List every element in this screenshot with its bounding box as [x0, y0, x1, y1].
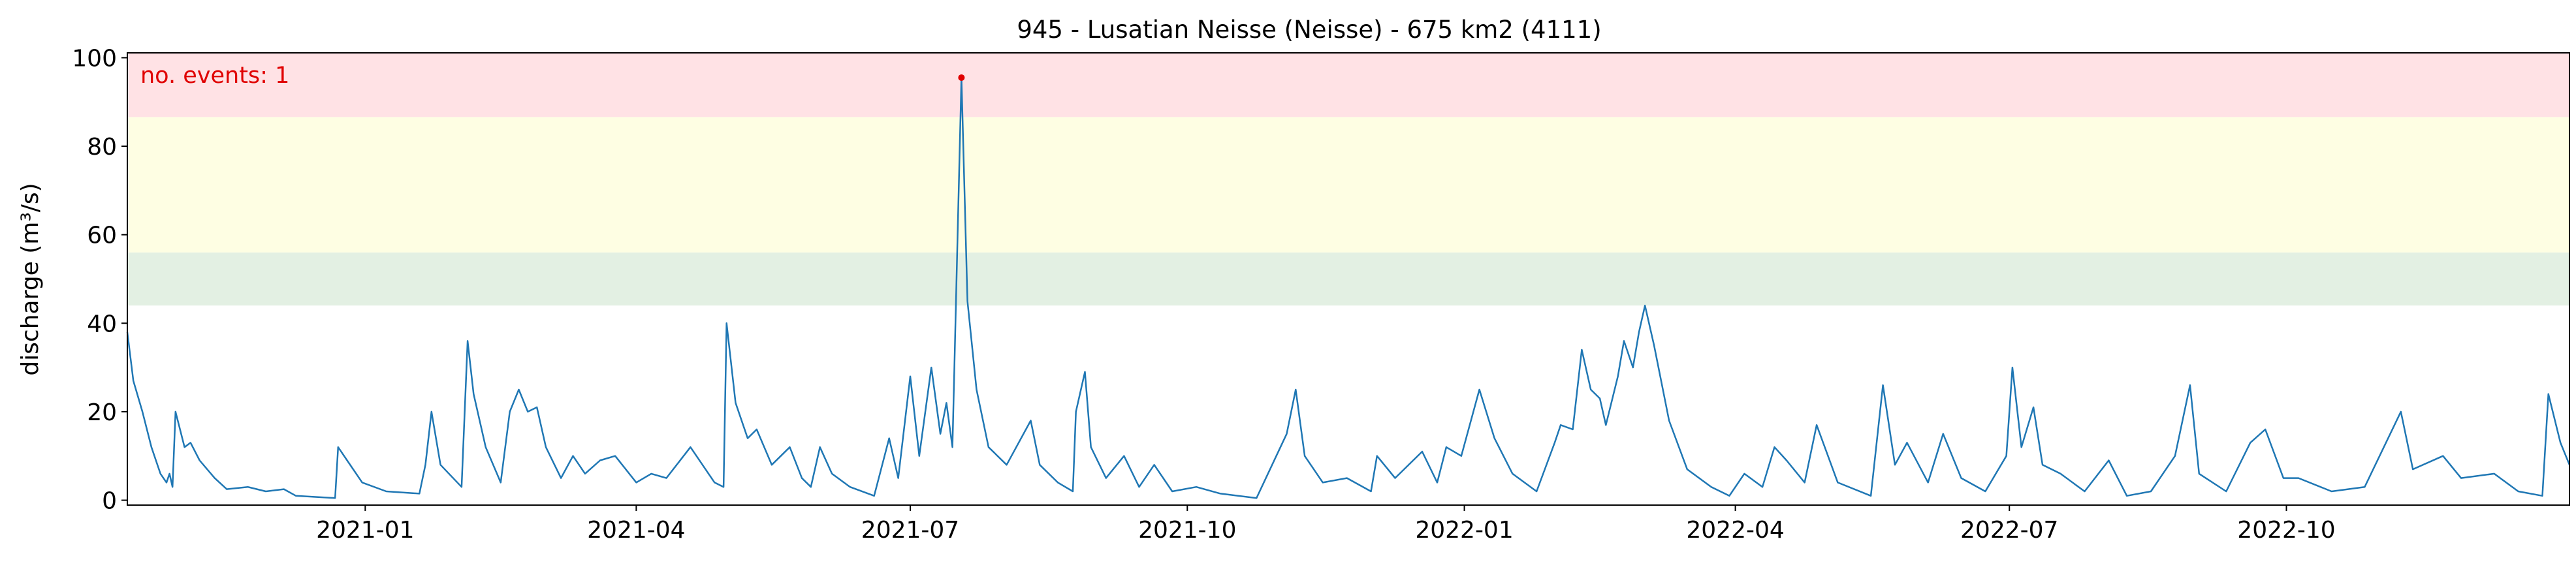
event-count: no. events: 1	[140, 63, 289, 89]
x-tick-label: 2021-04	[587, 517, 685, 544]
x-tick-label: 2021-07	[861, 517, 959, 544]
x-tick-label: 2022-07	[1960, 517, 2058, 544]
threshold-band	[127, 117, 2569, 253]
y-tick-label: 100	[72, 45, 117, 72]
x-tick-label: 2021-01	[316, 517, 414, 544]
x-tick-label: 2022-04	[1686, 517, 1784, 544]
y-tick-label: 0	[102, 488, 117, 515]
y-tick-label: 20	[87, 399, 117, 426]
y-tick-label: 80	[87, 134, 117, 161]
x-tick-label: 2022-01	[1415, 517, 1513, 544]
plot-frame	[127, 52, 2570, 506]
event-marker	[958, 74, 965, 81]
y-tick-label: 40	[87, 311, 117, 337]
y-tick-label: 60	[87, 223, 117, 249]
discharge-line	[126, 76, 2571, 499]
y-axis-label: discharge (m³/s)	[17, 183, 44, 375]
threshold-band	[127, 252, 2569, 306]
threshold-band	[127, 53, 2569, 117]
x-tick-label: 2021-10	[1138, 517, 1236, 544]
x-tick-label: 2022-10	[2237, 517, 2335, 544]
chart-title: 945 - Lusatian Neisse (Neisse) - 675 km2…	[1017, 16, 1601, 44]
